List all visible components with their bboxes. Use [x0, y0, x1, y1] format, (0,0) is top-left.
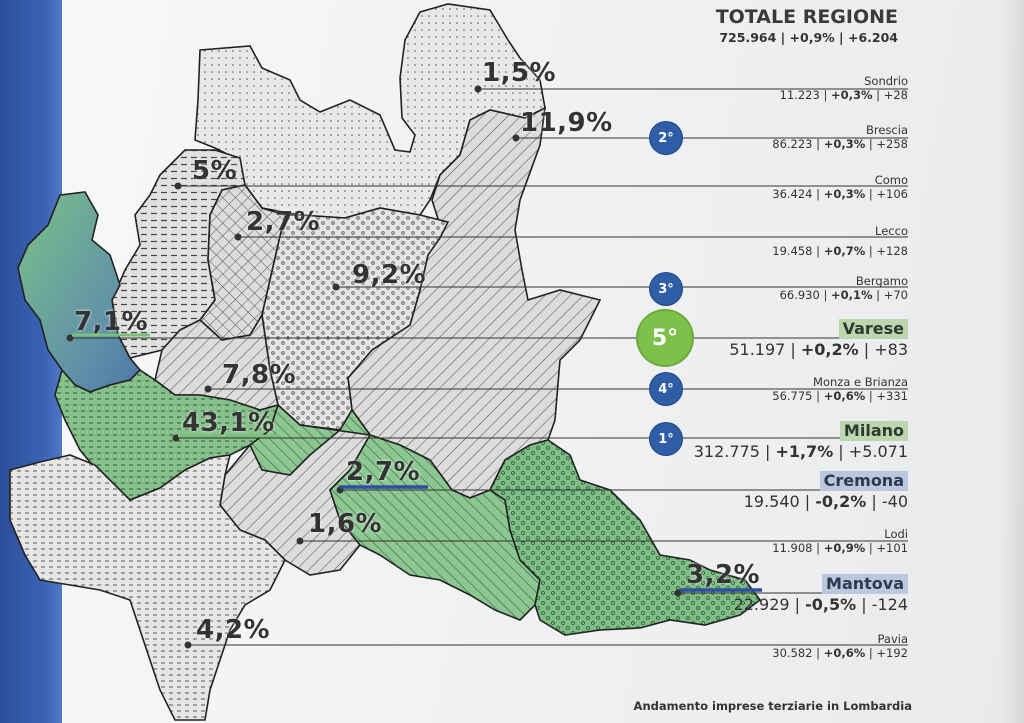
blue-cover-band: [0, 0, 62, 723]
province-bergamo: Bergamo 66.930 | +0,1% | +70: [780, 274, 908, 303]
province-varese: Varese 51.197 | +0,2% | +83: [729, 319, 908, 361]
province-name: Lecco: [875, 224, 908, 238]
total-region-values: 725.964 | +0,9% | +6.204: [719, 30, 898, 45]
pct-label-cremona: 2,7%: [346, 457, 421, 487]
pct-label-mantova: 3,2%: [686, 560, 761, 590]
caption: Andamento imprese terziarie in Lombardia: [633, 699, 912, 713]
pct-label-como: 5%: [192, 156, 238, 186]
pct-label-lecco: 2,7%: [246, 207, 321, 237]
province-name: Lodi: [884, 527, 908, 541]
province-values: 22.929 | -0,5% | -124: [733, 595, 908, 614]
province-name: Monza e Brianza: [813, 375, 908, 389]
total-region-title: TOTALE REGIONE: [715, 6, 898, 28]
province-name: Pavia: [877, 632, 908, 646]
province-values: 86.223 | +0,3% | +258: [772, 137, 908, 151]
province-name: Brescia: [866, 123, 908, 137]
region-mantova: [488, 439, 762, 636]
province-values: 312.775 | +1,7% | +5.071: [693, 442, 908, 461]
rank-badge-monza: 4°: [650, 373, 682, 405]
province-lecco: Lecco 19.458 | +0,7% | +128: [772, 224, 908, 259]
region-cremona: [248, 403, 541, 621]
province-monza: Monza e Brianza 56.775 | +0,6% | +331: [772, 375, 908, 404]
leader-dots: [66, 85, 682, 649]
pct-label-milano: 43,1%: [182, 408, 275, 438]
province-values: 51.197 | +0,2% | +83: [729, 340, 908, 359]
pct-label-lodi: 1,6%: [308, 509, 383, 539]
province-values: 19.540 | -0,2% | -40: [743, 492, 908, 511]
province-brescia: Brescia 86.223 | +0,3% | +258: [772, 123, 908, 152]
province-name: Milano: [839, 421, 908, 441]
province-cremona: Cremona 19.540 | -0,2% | -40: [744, 471, 908, 513]
province-mantova: Mantova 22.929 | -0,5% | -124: [734, 574, 908, 616]
province-name: Mantova: [822, 574, 908, 594]
province-values: 30.582 | +0,6% | +192: [772, 646, 908, 660]
province-values: 11.908 | +0,9% | +101: [772, 541, 908, 555]
province-sondrio: Sondrio 11.223 | +0,3% | +28: [780, 74, 908, 103]
paper-edge-shadow: [1000, 0, 1024, 723]
province-milano: Milano 312.775 | +1,7% | +5.071: [694, 421, 908, 463]
rank-badge-milano: 1°: [650, 423, 682, 455]
pct-label-pavia: 4,2%: [196, 615, 271, 645]
province-values: 36.424 | +0,3% | +106: [772, 187, 908, 201]
pct-label-varese: 7,1%: [74, 307, 149, 337]
province-values: 11.223 | +0,3% | +28: [779, 88, 908, 102]
leader-lines: [70, 88, 908, 646]
province-name: Sondrio: [864, 74, 908, 88]
province-name: Bergamo: [855, 274, 908, 288]
province-values: 19.458 | +0,7% | +128: [772, 244, 908, 258]
pct-label-bergamo: 9,2%: [352, 260, 427, 290]
region-pavia: [9, 454, 286, 721]
province-name: Como: [874, 173, 908, 187]
province-pavia: Pavia 30.582 | +0,6% | +192: [772, 632, 908, 661]
province-name: Varese: [838, 319, 908, 339]
province-como: Como 36.424 | +0,3% | +106: [772, 173, 908, 202]
rank-badge-brescia: 2°: [650, 122, 682, 154]
rank-badge-varese: 5°: [638, 311, 692, 365]
pct-label-sondrio: 1,5%: [482, 58, 557, 88]
province-lodi: Lodi 11.908 | +0,9% | +101: [772, 527, 908, 556]
province-name: Cremona: [819, 471, 908, 491]
pct-label-monza: 7,8%: [222, 360, 297, 390]
province-values: 56.775 | +0,6% | +331: [772, 389, 908, 403]
rank-badge-bergamo: 3°: [650, 273, 682, 305]
pct-label-brescia: 11,9%: [520, 108, 613, 138]
province-values: 66.930 | +0,1% | +70: [779, 288, 908, 302]
